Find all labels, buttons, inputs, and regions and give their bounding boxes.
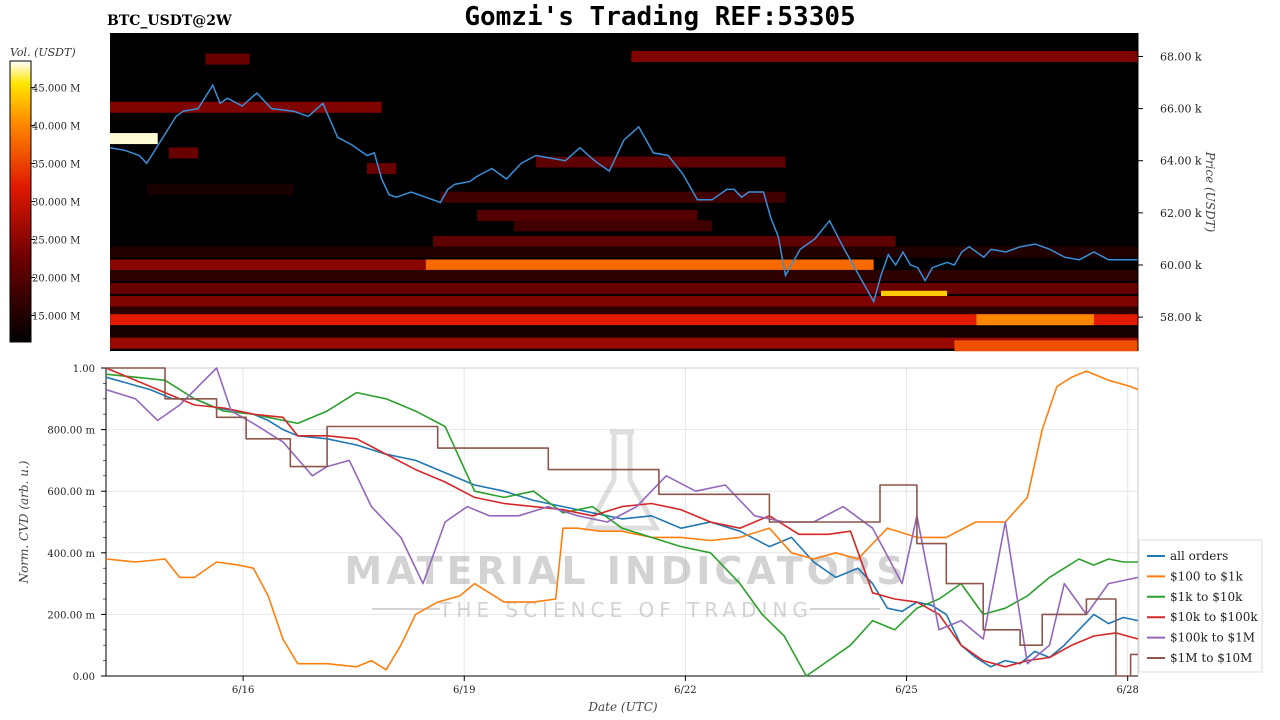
heat-band <box>477 209 698 221</box>
watermark-line1: MATERIAL INDICATORS <box>344 549 907 593</box>
heat-band <box>110 259 426 271</box>
cvd-x-tick-label: 6/22 <box>674 685 696 696</box>
heat-band <box>631 50 1138 62</box>
cvd-x-ticks: 6/16 6/19 6/22 6/25 6/28 <box>232 676 1139 696</box>
cvd-x-tick-label: 6/28 <box>1116 685 1138 696</box>
price-axis-label: Price (USDT) <box>1203 151 1217 233</box>
legend: all orders $100 to $1k $1k to $10k $10k to … <box>1138 539 1263 673</box>
cvd-x-tick-label: 6/16 <box>232 685 254 696</box>
legend-label: $1k to $10k <box>1170 590 1243 604</box>
price-axis-ticks: 68.00 k 66.00 k 64.00 k 62.00 k 60.00 k 58.00… <box>1138 50 1202 324</box>
heat-band <box>146 183 294 195</box>
heat-band <box>513 220 713 232</box>
colorbar-tick-label: 35.000 M <box>32 160 80 171</box>
heat-band <box>110 246 1138 258</box>
colorbar-tick-label: 30.000 M <box>32 198 80 209</box>
cvd-y-tick-label: 200.00 m <box>47 610 95 621</box>
price-tick-label: 58.00 k <box>1160 311 1202 324</box>
heat-band <box>205 53 250 65</box>
heat-band <box>110 282 1138 294</box>
colorbar-tick-label: 25.000 M <box>32 235 80 246</box>
legend-label: $100 to $1k <box>1170 569 1243 583</box>
colorbar-label: Vol. (USDT) <box>10 46 76 59</box>
cvd-x-tick-label: 6/25 <box>895 685 917 696</box>
cvd-series-line <box>105 367 1139 668</box>
cvd-x-tick-label: 6/19 <box>453 685 475 696</box>
heat-band <box>367 163 397 175</box>
legend-label: $1M to $10M <box>1170 651 1252 665</box>
watermark-line2: THE SCIENCE OF TRADING <box>438 598 813 622</box>
colorbar-tick-label: 15.000 M <box>32 311 80 322</box>
legend-box <box>1138 539 1263 673</box>
heat-band <box>110 269 1138 281</box>
price-tick-label: 62.00 k <box>1160 207 1202 220</box>
price-tick-label: 64.00 k <box>1160 155 1202 168</box>
cvd-y-ticks: 1.00 800.00 m 600.00 m 400.00 m 200.00 m 0.00 <box>47 364 106 683</box>
colorbar-tick-label: 20.000 M <box>32 273 80 284</box>
colorbar-tick-label: 40.000 M <box>32 122 80 133</box>
cvd-y-axis-label: Norm. CVD (arb. u.) <box>17 460 31 584</box>
cvd-y-tick-label: 1.00 <box>73 364 95 375</box>
price-tick-label: 66.00 k <box>1160 103 1202 116</box>
chart-title: Gomzi's Trading REF:53305 <box>464 2 855 32</box>
price-tick-label: 68.00 k <box>1160 50 1202 63</box>
heat-band <box>110 327 1138 339</box>
heat-band <box>110 101 382 113</box>
legend-label: $10k to $100k <box>1170 610 1258 624</box>
heat-band <box>425 259 874 271</box>
price-tick-label: 60.00 k <box>1160 259 1202 272</box>
cvd-series-line <box>106 367 1138 677</box>
cvd-y-tick-label: 800.00 m <box>47 426 95 437</box>
cvd-y-tick-label: 0.00 <box>73 672 95 683</box>
heat-band <box>110 133 158 145</box>
heat-band <box>110 314 1138 326</box>
heat-band <box>976 314 1094 326</box>
heat-band <box>168 147 199 159</box>
heat-band <box>110 306 1138 318</box>
heat-band <box>110 337 1138 349</box>
heat-band <box>110 295 1138 307</box>
cvd-y-tick-label: 600.00 m <box>47 487 95 498</box>
symbol-label: BTC_USDT@2W <box>107 13 232 29</box>
colorbar-ticks: 45.000 M 40.000 M 35.000 M 30.000 M 25.000 M… <box>31 84 80 322</box>
colorbar-tick-label: 45.000 M <box>32 84 80 95</box>
legend-label: all orders <box>1170 549 1228 563</box>
price-line <box>109 83 1138 304</box>
colorbar <box>9 60 32 343</box>
cvd-series <box>105 367 1139 677</box>
legend-label: $100k to $1M <box>1170 631 1255 645</box>
cvd-y-tick-label: 400.00 m <box>47 549 95 560</box>
heat-band <box>440 191 786 203</box>
heat-band <box>535 156 786 168</box>
cvd-series-line <box>105 373 1138 677</box>
heat-band <box>433 236 896 248</box>
cvd-x-axis-label: Date (UTC) <box>587 700 657 714</box>
heat-band <box>954 340 1138 352</box>
watermark: MATERIAL INDICATORS THE SCIENCE OF TRADI… <box>344 429 907 622</box>
heatmap-bands <box>110 50 1138 352</box>
